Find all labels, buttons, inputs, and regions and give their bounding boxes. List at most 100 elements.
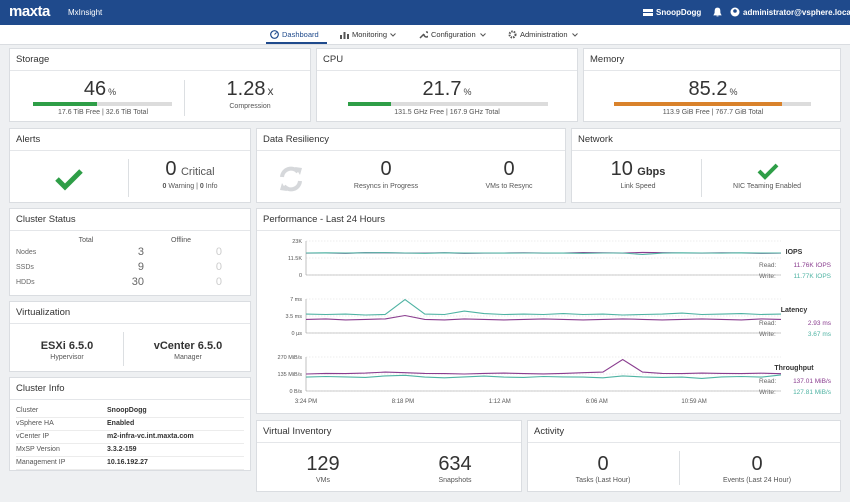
info-row: vCenter IP m2-infra-vc.int.maxta.com	[16, 430, 244, 444]
series-line	[305, 298, 782, 316]
legend-label: Write:	[759, 331, 776, 338]
offline-value: 0	[215, 261, 222, 273]
x-tick-label: 3:24 PM	[295, 399, 317, 405]
x-tick-label: 8:18 PM	[392, 399, 414, 405]
series-line	[305, 314, 782, 321]
cluster-status-panel: Cluster Status Total Offline Nodes 3 0 SSDs…	[9, 208, 251, 296]
nav-item[interactable]: Administration	[520, 30, 568, 39]
snapshots-label: Snapshots	[438, 477, 472, 484]
unit: %	[108, 87, 117, 97]
panel-title: Network	[572, 129, 840, 151]
y-tick-label: 270 MiB/s	[278, 355, 303, 361]
progress-track	[33, 102, 172, 106]
panel-title: Alerts	[10, 129, 250, 151]
y-tick-label: 7 ms	[290, 297, 302, 303]
link-speed: 10	[610, 158, 633, 180]
x-tick-label: 6:06 AM	[586, 399, 608, 405]
compression-label: Compression	[229, 103, 271, 110]
nav-item[interactable]: Monitoring	[352, 30, 388, 39]
user-name[interactable]: administrator@vsphere.local	[743, 8, 850, 17]
info-row: Cluster SnoopDogg	[16, 404, 244, 418]
panel-title: Cluster Info	[10, 378, 250, 400]
series-line	[305, 358, 782, 375]
cluster-name[interactable]: SnoopDogg	[656, 8, 702, 17]
dashboard-icon	[270, 30, 279, 39]
chevron	[390, 33, 396, 37]
legend-label: Write:	[759, 273, 776, 280]
row-label: HDDs	[16, 279, 35, 286]
x-tick-label: 1:12 AM	[489, 399, 511, 405]
vms-resync-label: VMs to Resync	[485, 183, 533, 190]
y-tick-label: 0	[299, 273, 302, 279]
warning-label: Warning	[168, 183, 195, 190]
legend-value: 2.93 ms	[808, 320, 832, 327]
compression: 1.28	[226, 78, 266, 100]
y-tick-label: 11.5K	[288, 256, 302, 262]
legend-value: 11.76K IOPS	[794, 262, 832, 269]
legend-label: Write:	[759, 389, 776, 396]
nav-item[interactable]: Dashboard	[282, 30, 319, 39]
total-value: 30	[131, 276, 144, 288]
critical-label: Critical	[180, 166, 215, 178]
progress-track	[348, 102, 548, 106]
vms-count: 129	[306, 453, 340, 475]
info-row: Management IP 10.16.192.27	[16, 456, 244, 470]
panel-title: Activity	[528, 421, 840, 443]
check-icon	[757, 163, 779, 180]
legend-value: 137.01 MiB/s	[793, 378, 832, 385]
offline-value: 0	[215, 246, 222, 258]
info-label: vSphere HA	[16, 420, 54, 427]
progress-bar	[348, 102, 392, 106]
series-line	[305, 252, 782, 256]
info-label: MxSP Version	[16, 446, 60, 453]
chart-name: IOPS	[786, 249, 803, 256]
storage-percent: 46	[83, 78, 107, 100]
cpu-panel: CPU 21.7% 131.5 GHz Free | 167.9 GHz Tot…	[316, 48, 578, 122]
configuration-icon	[419, 31, 428, 39]
divider	[701, 159, 702, 197]
cpu-percent: 21.7	[422, 78, 462, 100]
info-value: Enabled	[107, 420, 135, 427]
nav-underline	[266, 42, 327, 44]
resyncs-label: Resyncs in Progress	[353, 183, 419, 190]
total-value: 3	[137, 246, 144, 258]
virtual-inventory-panel: Virtual Inventory 129 VMs 634 Snapshots	[256, 420, 522, 492]
nav-item[interactable]: Configuration	[431, 30, 476, 39]
divider	[123, 332, 124, 366]
y-tick-label: 135 MiB/s	[278, 372, 303, 378]
memory-percent: 85.2	[688, 78, 728, 100]
progress-bar	[33, 102, 97, 106]
manager: vCenter 6.5.0	[153, 340, 223, 352]
hypervisor: ESXi 6.5.0	[40, 340, 94, 352]
total: 167.9 GHz Total	[449, 109, 500, 116]
administration-icon	[508, 30, 517, 39]
manager-label: Manager	[174, 354, 202, 361]
info-label: Cluster	[16, 407, 39, 414]
info-count: 0	[199, 183, 204, 190]
header: maxta MxInsight SnoopDogg administrator@…	[0, 0, 850, 25]
events-label: Events (Last 24 Hour)	[722, 477, 792, 484]
total: 32.6 TiB Total	[105, 109, 149, 116]
panel-title: Memory	[584, 49, 840, 71]
panel-title: Data Resiliency	[257, 129, 565, 151]
panel-title: Cluster Status	[10, 209, 250, 231]
panel-title: CPU	[317, 49, 577, 71]
column-header: Total	[78, 237, 94, 244]
performance-panel: Performance - Last 24 Hours 23K 11.5K 0 Rea…	[256, 208, 841, 414]
virtualization-panel: Virtualization ESXi 6.5.0 Hypervisor vCe…	[9, 301, 251, 372]
user-icon	[730, 7, 740, 17]
chevron	[480, 33, 486, 37]
info-value: 3.3.2-159	[107, 446, 137, 453]
panel-title: Performance - Last 24 Hours	[257, 209, 840, 231]
tasks-count: 0	[597, 453, 609, 475]
y-tick-label: 23K	[292, 239, 302, 245]
activity-panel: Activity 0 Tasks (Last Hour) 0 Events (L…	[527, 420, 841, 492]
info-value: m2-infra-vc.int.maxta.com	[107, 433, 194, 440]
legend-label: Read:	[759, 262, 777, 269]
legend-label: Read:	[759, 320, 777, 327]
bell-icon[interactable]	[713, 7, 722, 17]
unit: %	[463, 87, 472, 97]
alerts-panel: Alerts 0 Critical 0 Warning | 0 Info	[9, 128, 251, 203]
row-label: SSDs	[16, 264, 34, 271]
